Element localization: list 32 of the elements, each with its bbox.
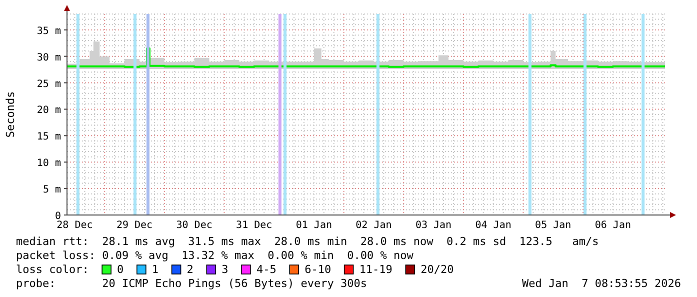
- text: 11-19: [359, 263, 392, 276]
- text: 20/20: [420, 263, 454, 276]
- text: 6-10: [304, 263, 332, 276]
- y-tick-label: 30 m: [36, 52, 61, 64]
- text: 4-5: [256, 263, 276, 276]
- y-tick-label: 35 m: [36, 26, 61, 37]
- x-tick-label: 31 Dec: [236, 220, 272, 231]
- x-tick-label: 29 Dec: [116, 220, 153, 231]
- x-tick-label: 30 Dec: [176, 220, 212, 231]
- text: probe: 20 ICMP Echo Pings (56 Bytes) every 300s: [16, 277, 367, 290]
- text: packet loss: 0.09 % avg 13.32 % max 0.00 % min 0.00 % now: [16, 249, 414, 262]
- y-axis-title: Seconds: [4, 91, 17, 138]
- x-tick-label: 06 Jan: [594, 220, 631, 231]
- y-tick-label: 10 m: [36, 158, 61, 170]
- y-tick-label: 20 m: [36, 105, 61, 116]
- x-tick-label: 01 Jan: [296, 220, 332, 231]
- y-tick-label: 5 m: [42, 184, 61, 196]
- text: 2: [186, 263, 194, 276]
- y-tick-label: 0: [54, 211, 61, 222]
- text: 1: [152, 263, 159, 276]
- x-tick-label: 02 Jan: [356, 220, 392, 231]
- x-tick-label: 28 Dec: [56, 220, 93, 231]
- text: loss color:: [16, 263, 89, 276]
- y-tick-label: 25 m: [36, 78, 61, 90]
- text: 0: [117, 263, 124, 276]
- text: median rtt: 28.1 ms avg 31.5 ms max 28.0 ms min 28.0 ms now 0.2 ms sd 123.5 am/s: [16, 235, 599, 248]
- x-tick-label: 05 Jan: [535, 220, 572, 231]
- y-tick-label: 15 m: [36, 132, 61, 143]
- text: 3: [222, 263, 228, 276]
- text: Wed Jan 7 08:53:55 2026: [522, 277, 681, 290]
- x-tick-label: 03 Jan: [415, 220, 452, 231]
- x-tick-label: 04 Jan: [475, 220, 512, 231]
